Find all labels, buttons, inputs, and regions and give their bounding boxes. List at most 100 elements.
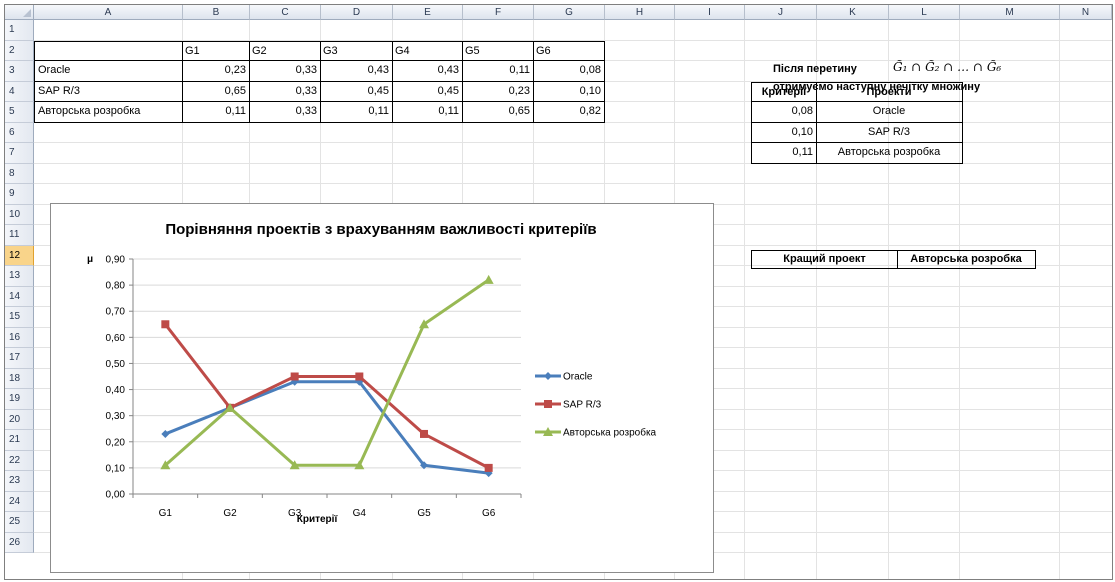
row-header-18[interactable]: 18 <box>5 368 34 389</box>
column-header-a[interactable]: A <box>34 5 183 20</box>
row-header-15[interactable]: 15 <box>5 307 34 328</box>
result-criteria-value[interactable]: 0,10 <box>751 122 817 143</box>
column-header-k[interactable]: K <box>817 5 889 20</box>
row-header-9[interactable]: 9 <box>5 184 34 205</box>
x-axis-label: Критерії <box>297 514 338 525</box>
table-cell[interactable]: 0,65 <box>182 81 250 102</box>
table-header-g3[interactable]: G3 <box>320 40 393 61</box>
line-chart[interactable]: Порівняння проектів з врахуванням важлив… <box>50 203 714 573</box>
column-header-m[interactable]: M <box>960 5 1060 20</box>
row-header-19[interactable]: 19 <box>5 389 34 410</box>
row-header-5[interactable]: 5 <box>5 102 34 123</box>
table-header-g6[interactable]: G6 <box>533 40 605 61</box>
x-tick-label: G4 <box>353 508 367 519</box>
result-project-name[interactable]: Авторська розробка <box>816 143 963 164</box>
x-tick-labels: G1 G2 G3 G4 G5 G6 <box>159 508 496 519</box>
row-header-12[interactable]: 12 <box>5 245 34 266</box>
column-header-c[interactable]: C <box>250 5 321 20</box>
row-header-8[interactable]: 8 <box>5 163 34 184</box>
grid-col-line <box>1059 20 1060 579</box>
column-header-d[interactable]: D <box>321 5 393 20</box>
y-tick-label: 0,00 <box>106 490 126 501</box>
data-point <box>225 402 235 412</box>
best-project-value[interactable]: Авторська розробка <box>897 250 1036 269</box>
table-header-g4[interactable]: G4 <box>392 40 463 61</box>
row-header-10[interactable]: 10 <box>5 204 34 225</box>
table-cell[interactable]: 0,45 <box>392 81 463 102</box>
after-intersection-label[interactable]: Після перетину <box>773 63 857 75</box>
table-row-label[interactable]: Авторська розробка <box>34 102 183 123</box>
table-header-g1[interactable]: G1 <box>182 40 250 61</box>
table-cell[interactable]: 0,43 <box>392 61 463 82</box>
row-header-6[interactable]: 6 <box>5 122 34 143</box>
row-header-22[interactable]: 22 <box>5 450 34 471</box>
table-cell[interactable]: 0,11 <box>392 102 463 123</box>
table-cell[interactable]: 0,43 <box>320 61 393 82</box>
data-point <box>161 320 170 329</box>
table-header-blank[interactable] <box>34 40 183 61</box>
row-header-2[interactable]: 2 <box>5 40 34 61</box>
table-cell[interactable]: 0,11 <box>320 102 393 123</box>
x-tick-label: G5 <box>417 508 431 519</box>
column-header-b[interactable]: B <box>183 5 250 20</box>
result-project-name[interactable]: Oracle <box>816 102 963 123</box>
row-header-11[interactable]: 11 <box>5 225 34 246</box>
data-point <box>355 372 364 381</box>
row-header-17[interactable]: 17 <box>5 348 34 369</box>
grid-row-line <box>34 39 1112 41</box>
row-header-23[interactable]: 23 <box>5 471 34 492</box>
table-cell[interactable]: 0,33 <box>249 81 321 102</box>
table-header-g5[interactable]: G5 <box>462 40 534 61</box>
row-header-26[interactable]: 26 <box>5 532 34 553</box>
row-header-3[interactable]: 3 <box>5 61 34 82</box>
data-point <box>420 461 428 470</box>
legend[interactable]: Oracle SAP R/3 Авторська розробка <box>535 372 657 439</box>
table-cell[interactable]: 0,33 <box>249 61 321 82</box>
x-tick-label: G1 <box>159 508 173 519</box>
table-cell[interactable]: 0,23 <box>182 61 250 82</box>
table-cell[interactable]: 0,45 <box>320 81 393 102</box>
column-header-g[interactable]: G <box>534 5 605 20</box>
table-cell[interactable]: 0,23 <box>462 81 534 102</box>
table-cell[interactable]: 0,33 <box>249 102 321 123</box>
series-3 <box>160 274 494 470</box>
column-header-j[interactable]: J <box>745 5 817 20</box>
column-header-n[interactable]: N <box>1060 5 1112 20</box>
row-header-24[interactable]: 24 <box>5 491 34 512</box>
row-header-25[interactable]: 25 <box>5 512 34 533</box>
row-header-1[interactable]: 1 <box>5 20 34 41</box>
row-header-21[interactable]: 21 <box>5 430 34 451</box>
table-cell[interactable]: 0,82 <box>533 102 605 123</box>
result-header-projects[interactable]: Проекти <box>816 81 963 102</box>
row-header-16[interactable]: 16 <box>5 327 34 348</box>
column-header-i[interactable]: I <box>675 5 745 20</box>
table-cell[interactable]: 0,08 <box>533 61 605 82</box>
column-header-f[interactable]: F <box>463 5 534 20</box>
result-project-name[interactable]: SAP R/3 <box>816 122 963 143</box>
row-header-7[interactable]: 7 <box>5 143 34 164</box>
best-project-label[interactable]: Кращий проект <box>751 250 898 269</box>
table-cell[interactable]: 0,11 <box>182 102 250 123</box>
column-header-e[interactable]: E <box>393 5 463 20</box>
chart-title: Порівняння проектів з врахуванням важлив… <box>165 221 596 238</box>
row-header-13[interactable]: 13 <box>5 266 34 287</box>
select-all-corner[interactable] <box>5 5 34 20</box>
table-cell[interactable]: 0,65 <box>462 102 534 123</box>
row-header-20[interactable]: 20 <box>5 409 34 430</box>
table-row-label[interactable]: SAP R/3 <box>34 81 183 102</box>
table-row-label[interactable]: Oracle <box>34 61 183 82</box>
column-header-l[interactable]: L <box>889 5 960 20</box>
table-cell[interactable]: 0,10 <box>533 81 605 102</box>
result-criteria-value[interactable]: 0,11 <box>751 143 817 164</box>
row-header-14[interactable]: 14 <box>5 286 34 307</box>
result-criteria-value[interactable]: 0,08 <box>751 102 817 123</box>
y-tick-label: 0,80 <box>106 281 126 292</box>
fuzzy-set-label[interactable]: отримуємо наступну нечітку множину <box>773 81 981 93</box>
table-cell[interactable]: 0,11 <box>462 61 534 82</box>
table-header-g2[interactable]: G2 <box>249 40 321 61</box>
y-tick-label: 0,10 <box>106 463 126 474</box>
column-header-h[interactable]: H <box>605 5 675 20</box>
row-header-4[interactable]: 4 <box>5 81 34 102</box>
result-header-criteria[interactable]: Критерії <box>751 81 817 102</box>
